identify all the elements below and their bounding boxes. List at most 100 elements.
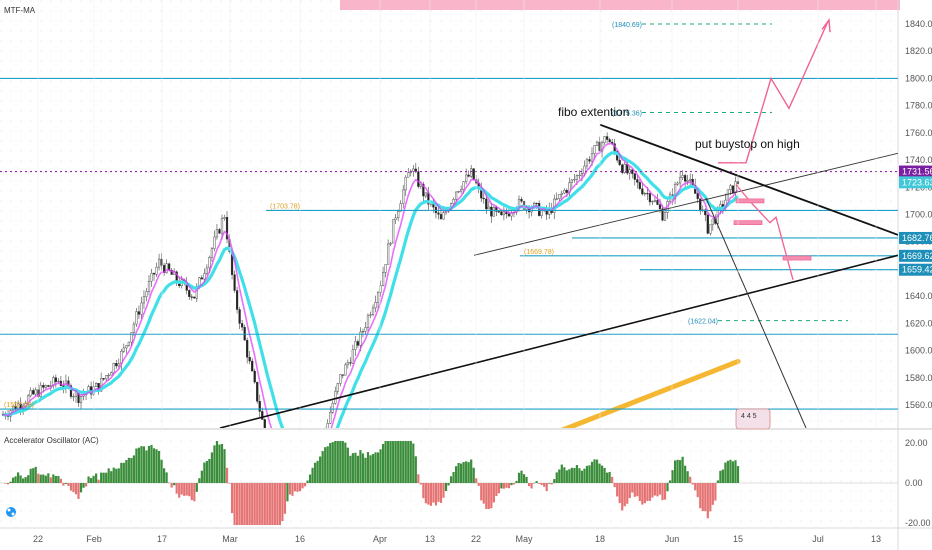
candle-body [419, 183, 422, 187]
order-zone [733, 220, 763, 226]
candle-body [193, 296, 196, 299]
oscillator-bar [276, 483, 279, 525]
oscillator-bar [185, 483, 188, 496]
bearish-projection-arrow [735, 184, 794, 280]
oscillator-bar [308, 474, 312, 483]
candle-body [704, 209, 707, 216]
oscillator-bar [704, 483, 707, 512]
oscillator-bar [110, 471, 113, 483]
oscillator-bar [621, 483, 624, 511]
candle-body [580, 173, 584, 176]
candle-body [374, 302, 377, 309]
candle-body [248, 357, 251, 362]
oscillator-bar [87, 476, 90, 483]
oscillator-bar [460, 463, 463, 483]
oscillator-bar [22, 478, 25, 483]
oscillator-bar [223, 449, 226, 483]
oscillator-bar [266, 483, 269, 525]
oscillator-bar [160, 459, 163, 483]
oscillator-bar [49, 477, 52, 483]
oscillator-bar [510, 483, 513, 486]
candle-body [218, 229, 221, 234]
oscillator-bar [500, 483, 503, 489]
candle-body [155, 266, 158, 275]
oscillator-bar [150, 444, 153, 483]
oscillator-bar [89, 478, 93, 483]
oscillator-bar [714, 483, 717, 501]
oscillator-bar [429, 483, 433, 506]
candle-body [646, 193, 649, 195]
candle-body [140, 302, 143, 315]
oscillator-bar [563, 467, 566, 483]
oscillator-bar [487, 483, 490, 510]
oscillator-bar [598, 463, 601, 483]
oscillator-bar [278, 483, 281, 525]
candle-body [256, 381, 259, 402]
oscillator-bar [311, 467, 314, 483]
price-tick-label: 1780.00 [905, 101, 932, 111]
oscillator-bar [522, 474, 526, 483]
oscillator-bar [132, 455, 135, 483]
candle-body [663, 212, 667, 221]
oscillator-bar [512, 483, 516, 485]
oscillator-bar [545, 483, 548, 492]
oscillator-bar [281, 483, 284, 522]
oscillator-bar [64, 483, 68, 485]
arrow-head [821, 17, 831, 33]
axis-labels: 1840.001820.001800.001780.001760.001740.… [33, 19, 932, 544]
candle-body [570, 179, 573, 183]
oscillator-bar [578, 468, 581, 483]
candle-body [709, 224, 712, 234]
price-tag-label: 1659.42 [902, 265, 932, 275]
candle-body [402, 189, 405, 204]
main-pane-bg [0, 0, 898, 428]
oscillator-bar [341, 441, 344, 483]
oscillator-bar [399, 441, 402, 483]
candle-body [341, 374, 344, 376]
oscillator-bar [550, 483, 553, 485]
oscillator-bar [54, 476, 57, 483]
candle-body [661, 208, 664, 221]
oscillator-bar [175, 483, 178, 494]
oscillator-bar [502, 483, 506, 489]
oscillator-bar [361, 453, 365, 483]
oscillator-bar [379, 449, 382, 483]
oscillator-bar [346, 447, 349, 483]
candle-body [261, 411, 264, 420]
candle-body [636, 179, 639, 183]
oscillator-bar [716, 480, 719, 483]
candle-body [336, 383, 339, 392]
candle-body [397, 211, 400, 219]
candle-body [457, 191, 460, 193]
candle-body [555, 198, 558, 200]
fib-level-label: (1622.04) [688, 319, 718, 326]
oscillator-bar [44, 475, 47, 483]
candle-body [42, 385, 45, 388]
time-tick-label: 17 [157, 534, 167, 544]
oscillator-bar [135, 448, 138, 483]
oscillator-bar [392, 441, 395, 483]
level-label: (1669.78) [524, 249, 554, 256]
candle-body [349, 362, 352, 364]
candle-body [407, 172, 410, 178]
candle-body [389, 242, 392, 245]
oscillator-bar [731, 461, 735, 483]
oscillator-bar [233, 483, 236, 525]
oscillator-bar [84, 483, 88, 487]
oscillator-tick-label: -20.00 [905, 518, 931, 528]
oscillator-bar [314, 462, 317, 483]
oscillator-bar [613, 483, 616, 488]
candle-body [205, 267, 208, 274]
oscillator-bar [593, 459, 596, 483]
time-tick-label: 15 [733, 534, 743, 544]
oscillator-bar [641, 483, 644, 505]
oscillator-bar [92, 475, 95, 483]
oscillator-bar [200, 470, 203, 483]
candle-body [220, 218, 224, 234]
oscillator-bar [371, 454, 375, 483]
oscillator-bar [701, 483, 704, 512]
candle-body [223, 217, 226, 219]
price-tag [899, 263, 932, 276]
candle-body [467, 174, 470, 177]
oscillator-bar [520, 470, 523, 483]
